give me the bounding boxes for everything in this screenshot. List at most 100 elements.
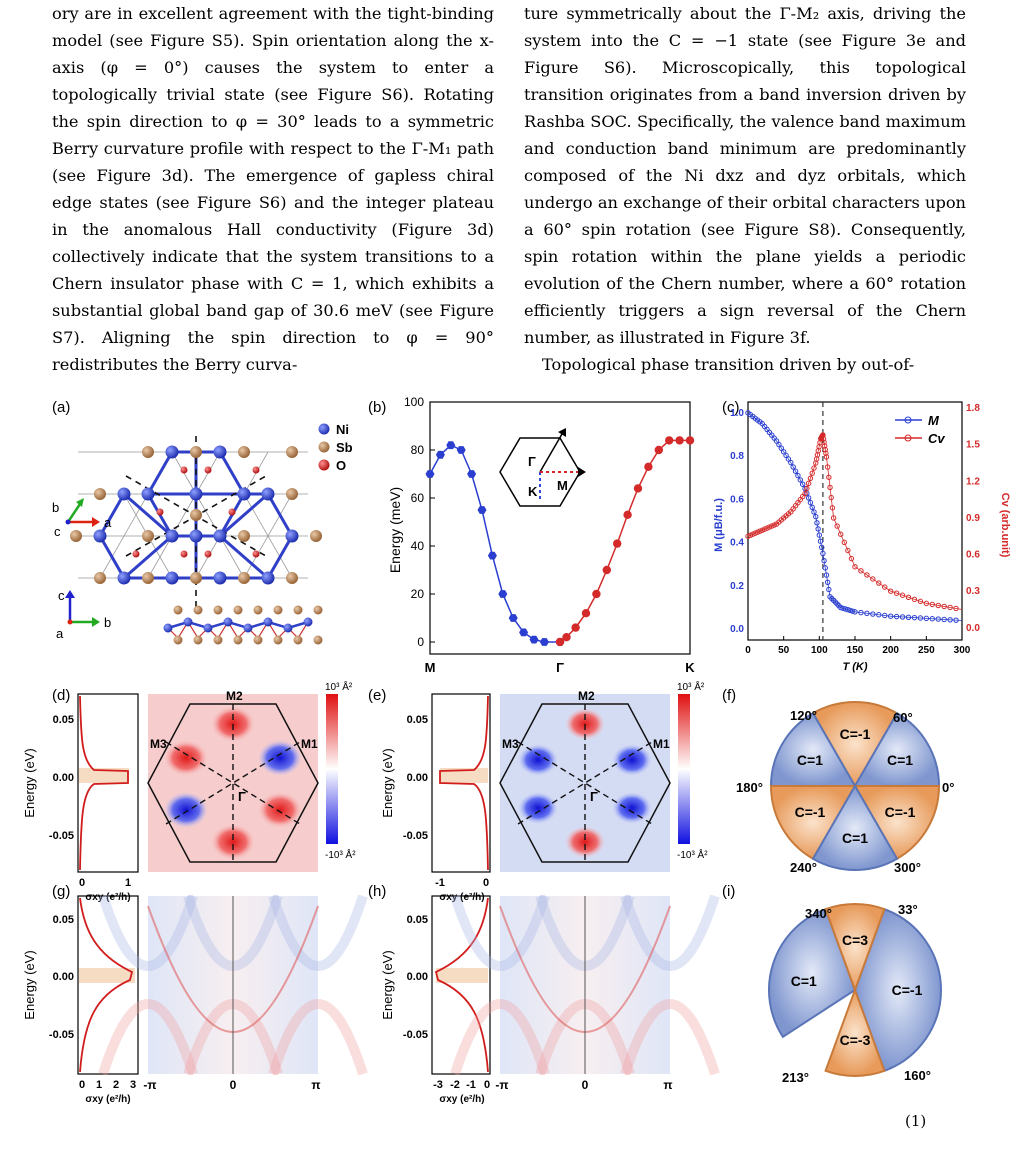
b-data-point [633,484,643,493]
c-data-point-M [805,495,812,501]
svg-text:b: b [104,615,111,630]
chern-sector-label: C=-1 [892,982,923,998]
sb-atom [213,635,223,645]
b-data-point [555,637,565,647]
c-data-point-Cv [852,564,858,570]
berry-positive-lobe [258,792,302,828]
sb-atom [173,605,183,615]
c-data-point-M [778,445,784,451]
svg-text:c: c [58,588,65,603]
svg-text:160°: 160° [904,1068,931,1083]
c-data-point-Cv [809,470,815,476]
svg-text:-1: -1 [435,877,445,889]
svg-text:-0.05: -0.05 [403,1029,428,1041]
o-atom [252,550,260,558]
panel-label-f: (f) [722,687,736,704]
c-data-point-Cv [838,531,844,537]
chern-sector [811,784,899,871]
svg-text:0.05: 0.05 [407,714,428,726]
c-data-point-Cv [876,580,882,586]
c-xtick-label: 0 [745,645,751,656]
panel-label-g: (g) [52,883,70,900]
b-ytick-label: 60 [411,491,425,505]
c-data-point-M [845,607,851,613]
svg-text:M1: M1 [301,737,318,751]
sb-atom [273,605,283,615]
o-atom [132,550,140,558]
sb-atom [193,605,203,615]
b-ytick-label: 100 [404,395,424,409]
c-data-point-Cv [804,485,810,492]
c-data-point-Cv [841,539,847,546]
svg-text:π: π [663,1078,672,1092]
c-xtick-label: 200 [882,645,899,656]
svg-text:-10³ Å²: -10³ Å² [677,848,708,861]
chern-sector-label: C=-1 [885,804,916,820]
o-atom [204,466,212,474]
c-ytick-right: 1.8 [966,403,980,414]
ni-atom [261,571,275,585]
panel-e: 0.05 0.00 -0.05 Energy (eV) -1 0 σxy (e²… [380,680,708,903]
svg-text:3: 3 [130,1079,136,1091]
c-ytick-right: 1.5 [966,440,980,451]
c-xtick-label: 300 [954,645,971,656]
paragraph-left: ory are in excellent agreement with the … [52,4,494,374]
sb-atom [310,530,322,542]
sb-atom [293,605,303,615]
c-data-point-Cv [858,568,864,574]
ni-atom [93,529,107,543]
c-data-point-M [799,481,806,487]
chern-sector-label: C=1 [791,973,817,989]
panel-label-a: (a) [52,399,70,416]
b-data-point [539,638,549,646]
c-data-point-M [813,513,819,520]
panel-h: 0.05 0.00 -0.05 Energy (eV) -3 -2 -1 0 σ… [380,894,720,1105]
o-atom [204,550,212,558]
ni-atom [243,623,253,633]
c-data-point-M [816,532,823,538]
c-xtick-label: 150 [847,645,864,656]
svg-text:0.00: 0.00 [407,772,428,784]
svg-text:b: b [52,500,59,515]
svg-text:-0.05: -0.05 [49,830,74,842]
b-data-point [456,446,466,454]
svg-text:240°: 240° [790,860,817,875]
c-data-point-M [797,477,804,483]
svg-text:M3: M3 [502,737,519,751]
chern-sector [769,711,857,787]
c-data-point-Cv [848,555,855,562]
c-data-point-Cv [887,588,894,594]
panel-b-chart: 0 20 40 60 80 100 Energy (meV) M Γ K Γ K M [387,395,695,675]
svg-text:0.05: 0.05 [53,714,74,726]
chern-sector-label: C=1 [887,752,913,768]
chern-sector [769,785,857,861]
ni-atom [183,617,193,627]
sb-atom [238,572,250,584]
sb-atom [233,635,243,645]
ni-atom [263,617,273,627]
berry-negative-lobe [258,740,302,776]
b-data-point [654,445,663,455]
ni-atom [213,571,227,585]
b-data-point [675,436,684,445]
svg-text:0.00: 0.00 [407,971,428,983]
c-data-point-M [847,607,853,614]
svg-text:10³ Å²: 10³ Å² [325,680,353,693]
sb-atoms [70,446,322,584]
c-ytick-left: 1.0 [730,408,744,419]
panel-c-chart: 0 50 100 150 200 250 300 0.0 0.2 0.4 0.6 0.8 1.0 0.0 0… [713,401,1011,673]
b-data-point [467,470,477,478]
ni-atom [189,487,203,501]
svg-text:60°: 60° [893,710,913,725]
bulk-band [450,894,550,971]
ni-atom [303,617,313,627]
c-ytick-right: 0.3 [966,586,980,597]
svg-text:0.05: 0.05 [407,914,428,926]
side-view [163,605,323,645]
c-ytick-right: 1.2 [966,476,980,487]
paragraph-right-next: Topological phase transition driven by o… [542,355,915,374]
b-ytick-label: 40 [411,539,425,553]
svg-text:-π: -π [495,1078,508,1092]
ni-atom [285,529,299,543]
bulk-band [98,999,198,1076]
